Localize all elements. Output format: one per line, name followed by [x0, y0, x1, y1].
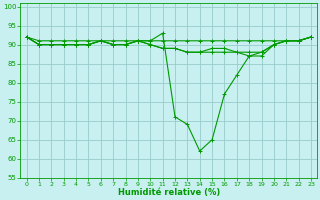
X-axis label: Humidité relative (%): Humidité relative (%) — [118, 188, 220, 197]
